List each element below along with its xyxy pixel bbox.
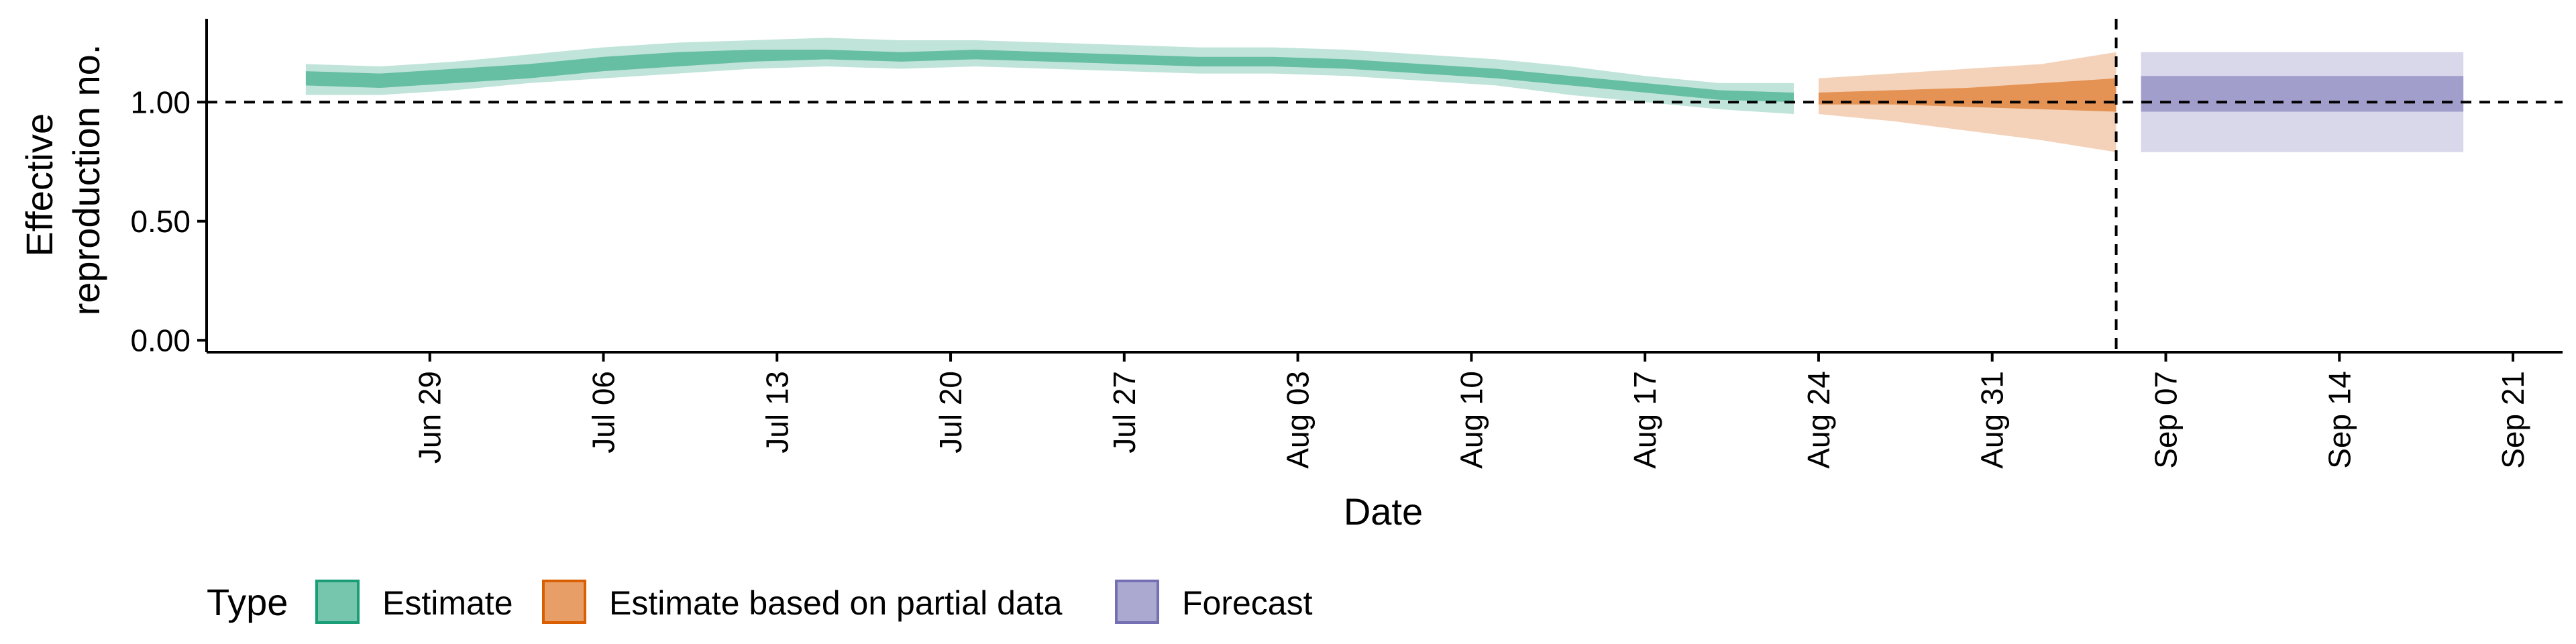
y-tick-label: 0.50	[130, 204, 191, 239]
x-tick-label: Jul 13	[759, 371, 794, 453]
legend-item-forecast: Forecast	[1115, 580, 1313, 624]
axes	[205, 19, 2563, 354]
legend-label: Forecast	[1182, 584, 1313, 622]
legend-title: Type	[207, 581, 288, 623]
y-axis-title-line-2: reproduction no.	[65, 44, 107, 316]
legend-label: Estimate based on partial data	[609, 584, 1063, 622]
series-bands	[305, 38, 2464, 152]
reference-lines	[207, 19, 2563, 352]
x-tick-label: Jul 20	[933, 371, 968, 453]
legend: Type Estimate Estimate based on partial d…	[207, 580, 1313, 624]
tick-labels: 0.00 0.50 1.00 Jun 29 Jul 06 Jul 13 Jul 20 Jul …	[130, 85, 2530, 469]
x-tick-label: Aug 24	[1801, 371, 1836, 469]
x-tick-label: Aug 31	[1975, 371, 2010, 469]
legend-item-estimate: Estimate	[315, 580, 513, 624]
x-tick-label: Jul 27	[1107, 371, 1142, 453]
legend-label: Estimate	[382, 584, 513, 622]
legend-key-estimate	[315, 580, 360, 624]
band-50-forecast	[2141, 76, 2464, 112]
x-tick-label: Sep 14	[2322, 371, 2357, 469]
x-tick-label: Jul 06	[586, 371, 621, 453]
legend-key-forecast	[1115, 580, 1159, 624]
series-estimate	[305, 38, 1794, 114]
band-50-estimate	[305, 50, 1794, 103]
y-tick-label: 1.00	[130, 85, 191, 119]
x-tick-label: Aug 03	[1281, 371, 1316, 469]
y-axis-title-line-1: Effective	[18, 113, 60, 257]
x-axis-title: Date	[1344, 490, 1423, 533]
x-tick-label: Aug 17	[1627, 371, 1662, 469]
legend-item-estimate-based-on-partial-data: Estimate based on partial data	[542, 580, 1063, 624]
legend-key-estimate-based-on-partial-data	[542, 580, 586, 624]
x-tick-label: Aug 10	[1454, 371, 1489, 469]
y-axis-title: Effective reproduction no.	[18, 44, 107, 316]
x-tick-label: Jun 29	[413, 371, 447, 464]
y-tick-label: 0.00	[130, 323, 191, 358]
x-tick-label: Sep 21	[2496, 371, 2530, 469]
legend-items: Estimate Estimate based on partial data Fo…	[315, 580, 1313, 624]
band-50-estimate-based-on-partial-data	[1818, 78, 2116, 112]
series-estimate-based-on-partial-data	[1818, 52, 2116, 152]
x-tick-label: Sep 07	[2149, 371, 2184, 469]
